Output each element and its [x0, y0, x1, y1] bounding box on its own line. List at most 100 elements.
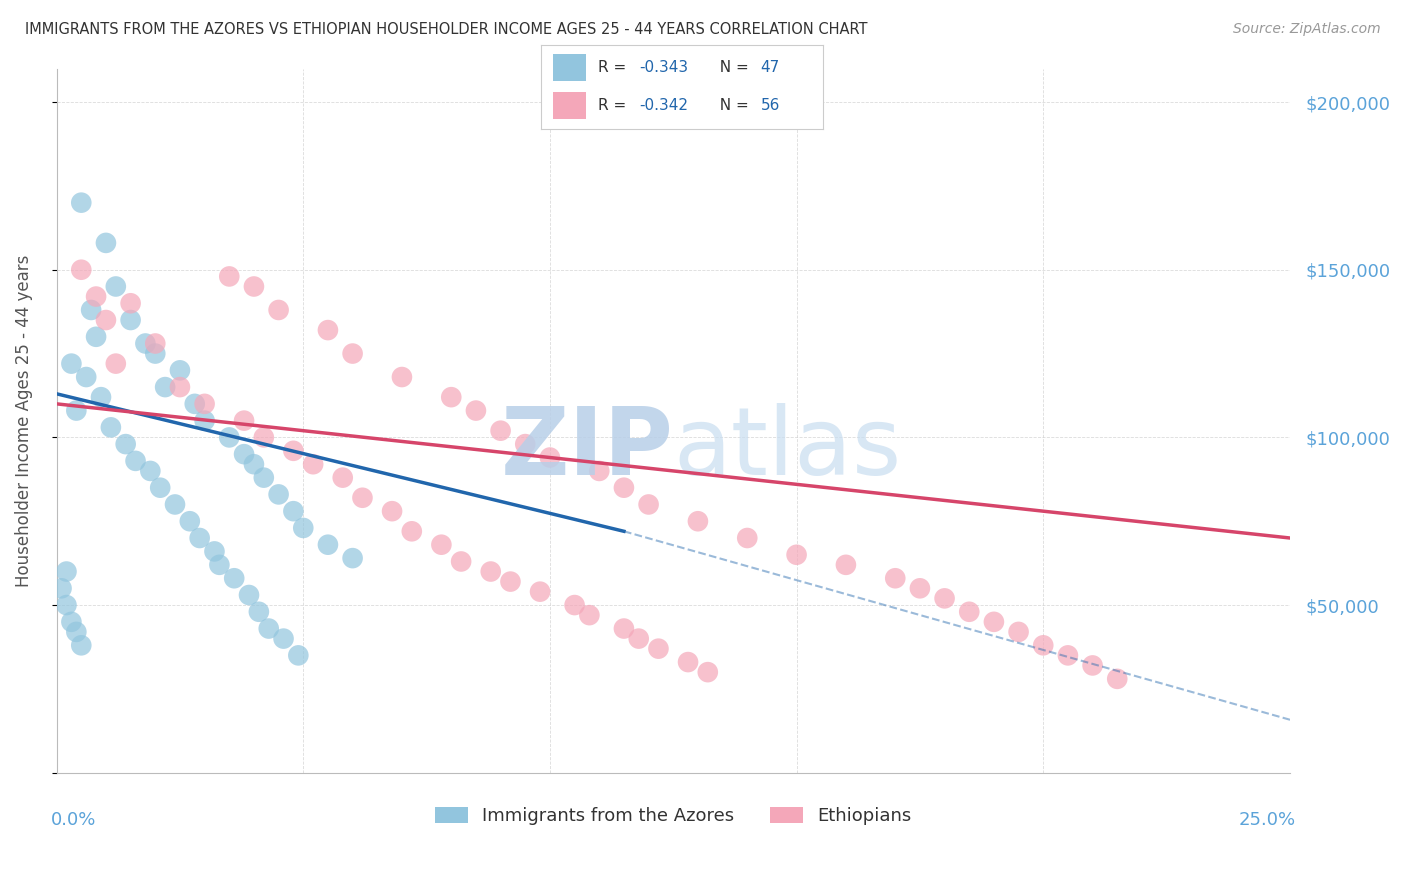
- Point: [84, 330, 107, 344]
- Point: [884, 571, 907, 585]
- Point: [267, 487, 290, 501]
- Point: [450, 554, 472, 568]
- Point: [283, 443, 305, 458]
- Text: 56: 56: [761, 98, 780, 113]
- Point: [342, 551, 364, 566]
- Point: [287, 648, 309, 663]
- Point: [70, 638, 93, 652]
- Text: N =: N =: [710, 60, 754, 75]
- Point: [94, 235, 117, 250]
- Point: [464, 403, 486, 417]
- Legend: Immigrants from the Azores, Ethiopians: Immigrants from the Azores, Ethiopians: [426, 797, 921, 834]
- Text: R =: R =: [598, 60, 631, 75]
- Point: [430, 538, 453, 552]
- Point: [983, 615, 1005, 629]
- Point: [515, 437, 537, 451]
- Point: [194, 397, 217, 411]
- Point: [267, 302, 290, 317]
- Point: [352, 491, 374, 505]
- Point: [316, 538, 339, 552]
- Text: 25.0%: 25.0%: [1239, 812, 1296, 830]
- Point: [208, 558, 231, 572]
- Point: [139, 464, 162, 478]
- Point: [686, 514, 709, 528]
- Point: [124, 454, 146, 468]
- Point: [60, 357, 83, 371]
- Point: [253, 430, 276, 444]
- Point: [332, 470, 354, 484]
- Point: [391, 370, 413, 384]
- Point: [233, 414, 256, 428]
- Point: [529, 584, 551, 599]
- Point: [1032, 638, 1054, 652]
- Point: [94, 313, 117, 327]
- Point: [238, 588, 260, 602]
- Point: [65, 624, 87, 639]
- Point: [934, 591, 956, 606]
- Point: [696, 665, 718, 680]
- Point: [302, 457, 325, 471]
- Point: [292, 521, 315, 535]
- Point: [120, 296, 142, 310]
- Point: [627, 632, 650, 646]
- Point: [316, 323, 339, 337]
- Point: [283, 504, 305, 518]
- Point: [637, 498, 659, 512]
- Text: 0.0%: 0.0%: [51, 812, 96, 830]
- Point: [908, 582, 931, 596]
- Point: [65, 403, 87, 417]
- Text: R =: R =: [598, 98, 631, 113]
- Point: [578, 608, 600, 623]
- Point: [440, 390, 463, 404]
- Point: [224, 571, 246, 585]
- Point: [163, 498, 186, 512]
- Point: [100, 420, 122, 434]
- Point: [613, 481, 636, 495]
- Bar: [553, 92, 586, 120]
- Text: N =: N =: [710, 98, 754, 113]
- Point: [613, 622, 636, 636]
- Point: [1081, 658, 1104, 673]
- Point: [381, 504, 404, 518]
- Point: [80, 302, 103, 317]
- Point: [835, 558, 858, 572]
- Point: [134, 336, 156, 351]
- Point: [194, 414, 217, 428]
- Point: [735, 531, 758, 545]
- Point: [1107, 672, 1129, 686]
- Point: [51, 582, 73, 596]
- Point: [75, 370, 97, 384]
- Point: [114, 437, 136, 451]
- Point: [70, 262, 93, 277]
- Point: [1007, 624, 1029, 639]
- Point: [120, 313, 142, 327]
- Point: [70, 195, 93, 210]
- Point: [243, 279, 266, 293]
- Point: [218, 430, 240, 444]
- Text: ZIP: ZIP: [501, 403, 673, 495]
- Point: [499, 574, 522, 589]
- Text: -0.343: -0.343: [640, 60, 689, 75]
- Point: [60, 615, 83, 629]
- Point: [90, 390, 112, 404]
- Point: [204, 544, 226, 558]
- Y-axis label: Householder Income Ages 25 - 44 years: Householder Income Ages 25 - 44 years: [15, 254, 32, 587]
- Point: [253, 470, 276, 484]
- Point: [169, 380, 191, 394]
- Point: [401, 524, 423, 539]
- Point: [1057, 648, 1080, 663]
- Point: [786, 548, 808, 562]
- Point: [489, 424, 512, 438]
- Point: [564, 598, 586, 612]
- Point: [104, 357, 127, 371]
- Point: [218, 269, 240, 284]
- Point: [143, 336, 166, 351]
- Bar: [553, 54, 586, 81]
- Point: [184, 397, 207, 411]
- Text: IMMIGRANTS FROM THE AZORES VS ETHIOPIAN HOUSEHOLDER INCOME AGES 25 - 44 YEARS CO: IMMIGRANTS FROM THE AZORES VS ETHIOPIAN …: [25, 22, 868, 37]
- Point: [55, 598, 77, 612]
- Text: -0.342: -0.342: [640, 98, 689, 113]
- Point: [143, 346, 166, 360]
- Point: [153, 380, 176, 394]
- Point: [588, 464, 610, 478]
